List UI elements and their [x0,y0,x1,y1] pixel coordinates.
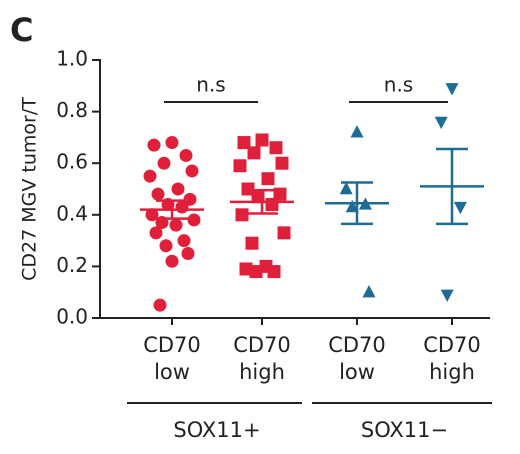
significance-label: n.s [196,73,225,97]
dot [453,201,467,215]
dot [153,298,167,312]
x-tick-label: CD70 [233,333,291,357]
y-tick-label: 0.0 [56,305,88,329]
x-tick-label: high [239,360,285,384]
dot [339,181,353,195]
dot [235,208,249,222]
x-tick-label: CD70 [328,333,386,357]
dot [350,125,364,138]
dot [265,197,279,211]
x-tick-label: high [429,360,475,384]
dot [434,116,448,130]
dot [362,285,376,298]
dot [143,169,157,183]
dot [277,226,291,240]
dot [255,133,269,147]
dot [233,159,247,173]
group-label: SOX11+ [173,418,260,442]
dot [147,138,161,152]
y-tick-label: 1.0 [56,47,88,71]
dot [249,265,263,279]
dot [345,199,359,213]
dot [175,200,189,214]
dot [169,218,183,232]
dot [440,289,454,302]
dot [187,213,201,227]
y-tick-label: 0.2 [56,253,88,277]
dot [149,226,163,240]
dot [179,148,193,162]
dot [275,156,289,170]
dot [145,208,159,222]
y-tick-label: 0.8 [56,98,88,122]
dot [177,234,191,248]
dot [245,236,259,250]
dot [241,182,255,196]
dot [183,192,197,206]
dot [261,172,275,186]
y-tick-label: 0.6 [56,150,88,174]
y-axis-label: CD27 MGV tumor/T [19,97,41,281]
dot [247,146,261,160]
dot [445,83,459,96]
panel-label: C [10,11,33,49]
dot [181,247,195,260]
dot [151,187,165,201]
significance-label: n.s [384,73,413,97]
dot [165,136,179,150]
y-tick-label: 0.4 [56,201,88,225]
x-tick-label: low [339,360,375,384]
x-tick-label: CD70 [423,333,481,357]
dot [165,254,179,268]
dot [237,136,251,150]
dot [239,262,253,276]
dot [269,141,283,155]
dot [185,164,199,178]
x-tick-label: low [154,360,190,384]
x-tick-label: CD70 [143,333,201,357]
dot [159,239,173,253]
dot [157,156,171,170]
dot [267,265,281,279]
group-label: SOX11− [361,418,448,442]
dot [171,182,185,196]
